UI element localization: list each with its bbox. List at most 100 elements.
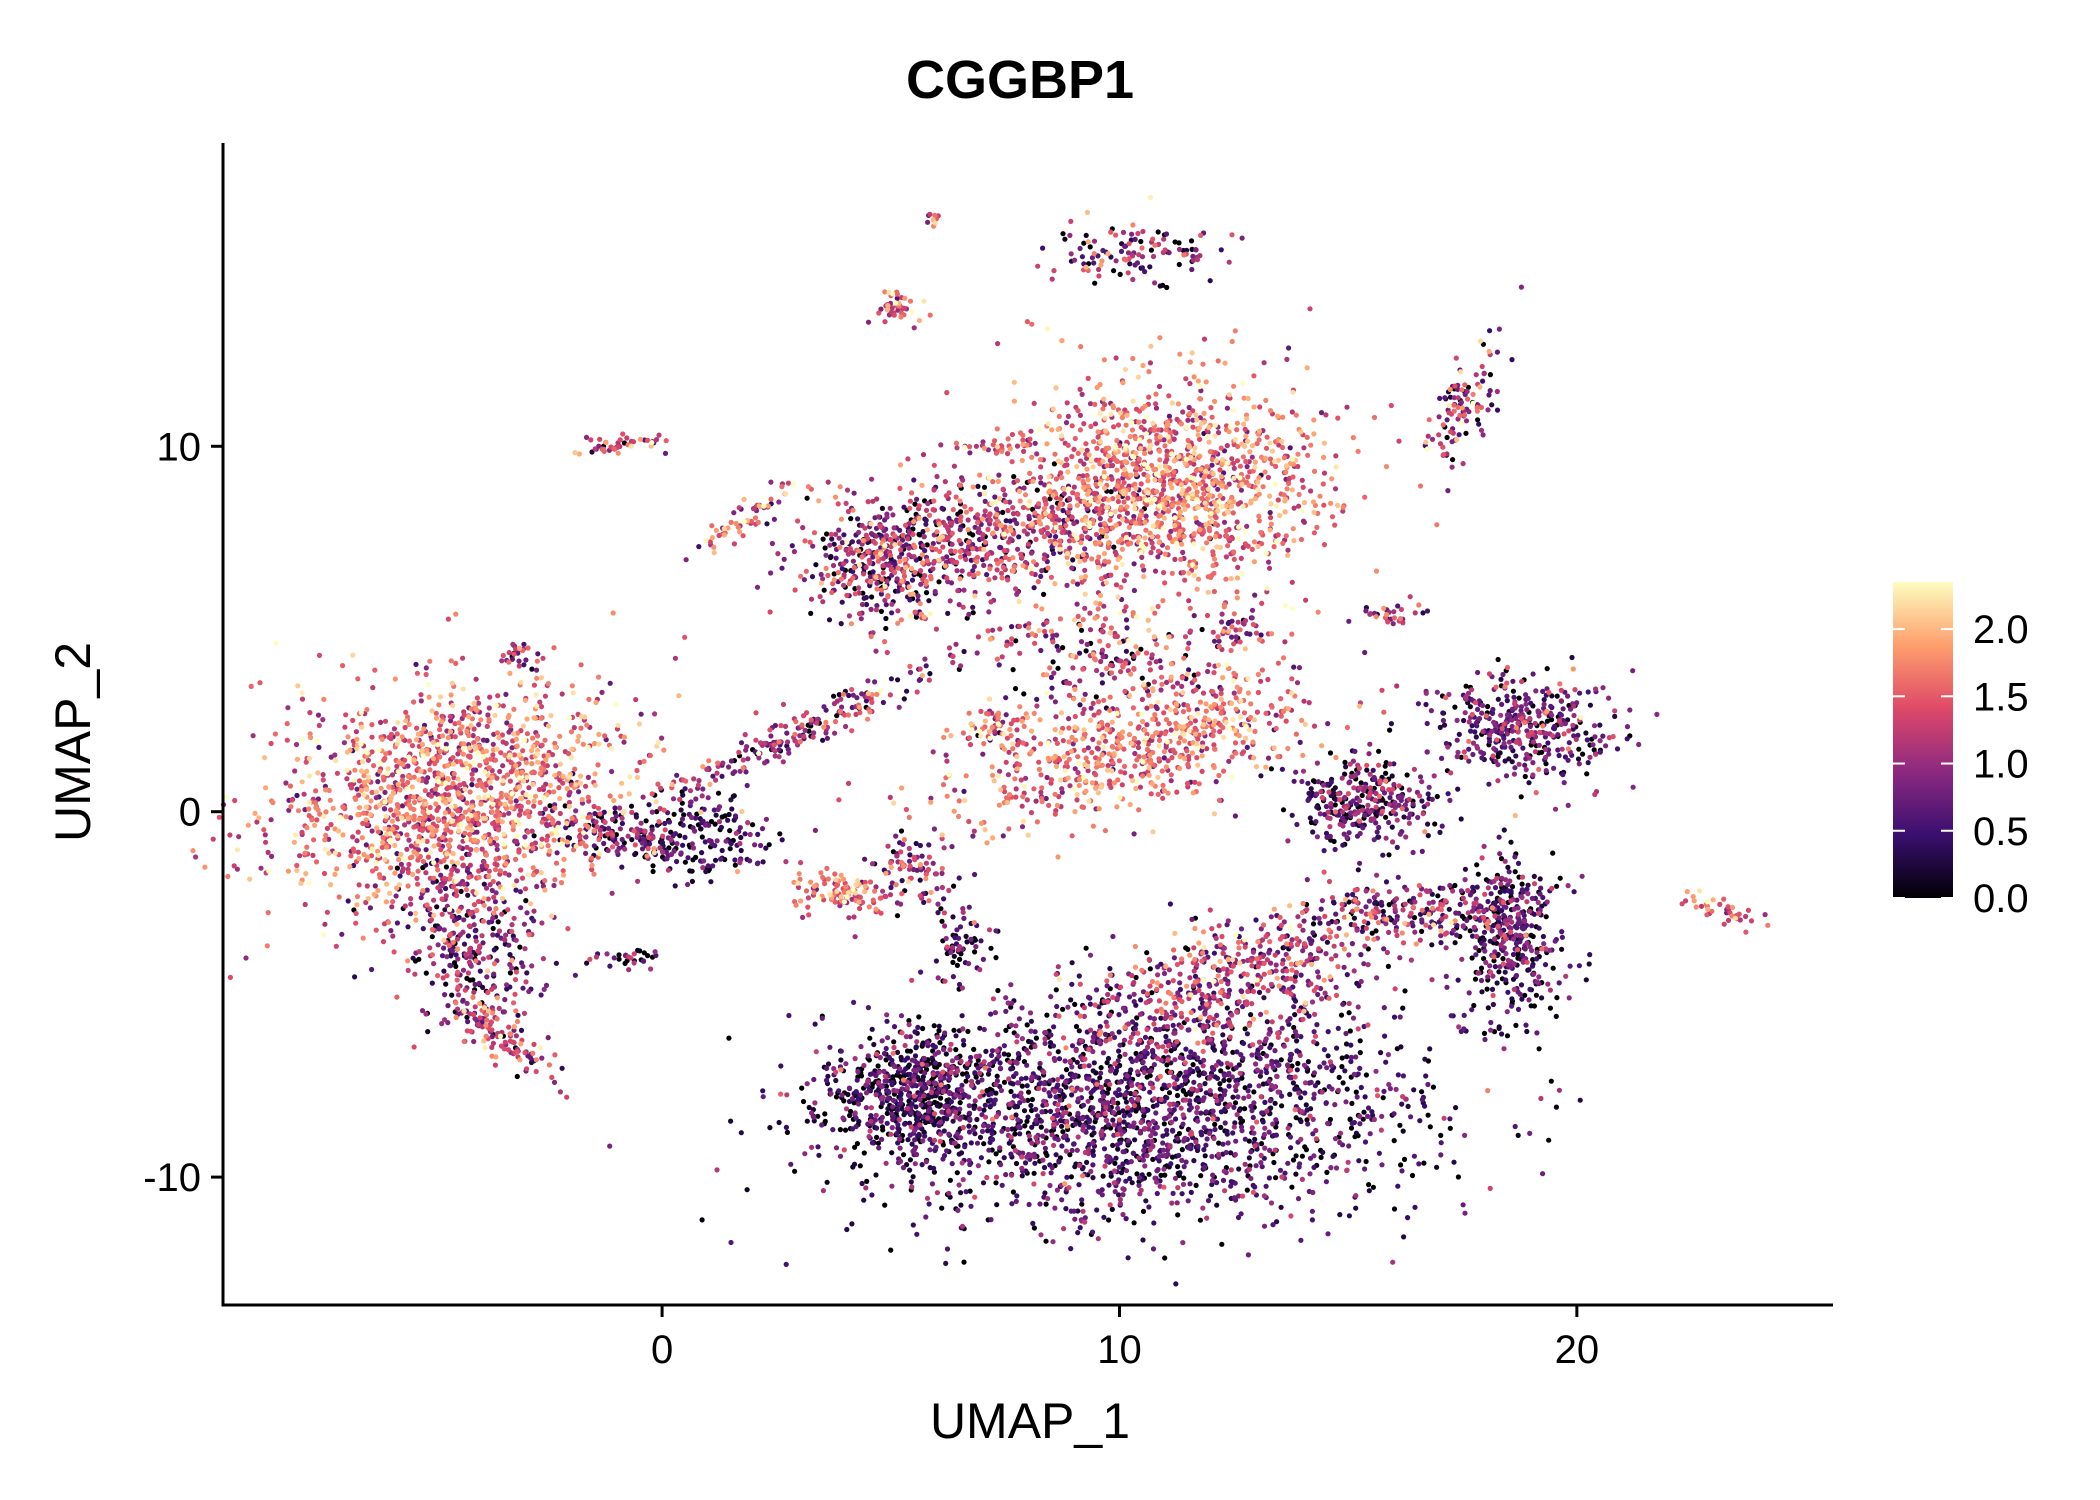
cell-point <box>1043 633 1049 639</box>
cell-point <box>1395 874 1401 880</box>
cell-point <box>938 906 944 912</box>
cell-point <box>1104 1090 1110 1096</box>
cell-point <box>789 543 795 549</box>
cell-point <box>1116 1048 1122 1054</box>
cell-point <box>1419 928 1425 935</box>
cell-point <box>1529 963 1536 969</box>
cell-point <box>1031 1225 1037 1231</box>
cell-point <box>1534 956 1540 962</box>
cell-point <box>1063 1067 1070 1073</box>
cell-point <box>885 1095 891 1102</box>
cell-point <box>1340 1080 1346 1086</box>
cell-point <box>1571 889 1577 895</box>
cell-point <box>1344 1086 1350 1092</box>
cell-point <box>1019 1173 1025 1179</box>
cell-point <box>1429 796 1435 803</box>
cell-point <box>977 1134 984 1140</box>
cell-point <box>901 1152 907 1158</box>
cell-point <box>1461 1026 1467 1032</box>
cell-point <box>1016 534 1022 540</box>
cell-point <box>1518 284 1524 290</box>
cell-point <box>823 1077 830 1083</box>
cell-point <box>1287 1091 1293 1097</box>
cell-point <box>1438 1152 1444 1158</box>
cell-point <box>1603 743 1609 749</box>
cell-point <box>1528 700 1534 706</box>
cell-point <box>1191 1158 1197 1164</box>
cell-point <box>811 1076 817 1083</box>
cell-point <box>1115 1105 1121 1111</box>
cell-point <box>1128 1159 1134 1165</box>
cell-point <box>1302 1144 1308 1150</box>
cell-point <box>1032 1160 1038 1166</box>
cell-point <box>1101 1146 1108 1152</box>
cell-point <box>1357 1050 1363 1056</box>
cell-point <box>822 1111 828 1117</box>
cell-point <box>1244 1031 1250 1037</box>
cell-point <box>1084 1159 1090 1165</box>
cell-point <box>1310 930 1316 936</box>
cell-point <box>1154 1124 1160 1130</box>
cell-point <box>1219 1241 1225 1247</box>
cell-point <box>1509 1003 1515 1009</box>
cell-point <box>1624 736 1630 742</box>
cell-point <box>956 1151 962 1157</box>
cell-point <box>1212 1121 1218 1127</box>
cell-point <box>1185 1198 1191 1204</box>
cell-point <box>1522 773 1528 780</box>
cell-point <box>1223 1149 1229 1156</box>
cell-point <box>731 793 737 799</box>
cell-point <box>1343 1041 1350 1047</box>
cell-point <box>1044 774 1050 781</box>
cell-point <box>1576 761 1582 767</box>
cell-point <box>954 927 960 933</box>
cell-point <box>1060 1092 1066 1098</box>
cell-point <box>970 532 976 538</box>
cell-point <box>1217 1081 1223 1087</box>
cell-point <box>1076 973 1082 979</box>
cell-point <box>1267 1026 1273 1032</box>
cell-point <box>507 970 513 976</box>
cell-point <box>1060 507 1066 514</box>
cell-point <box>1404 772 1410 778</box>
cell-point <box>1142 1034 1149 1040</box>
cell-point <box>966 1110 973 1116</box>
cell-point <box>1533 992 1539 998</box>
cell-point <box>1355 867 1361 873</box>
cell-point <box>1523 692 1529 698</box>
cell-point <box>1391 1206 1398 1212</box>
cell-point <box>1420 610 1426 616</box>
cell-point <box>1424 720 1430 727</box>
cell-point <box>639 840 645 846</box>
cell-point <box>1299 1153 1305 1159</box>
cell-point <box>1391 1138 1397 1144</box>
cell-point <box>1232 813 1238 819</box>
cell-point <box>839 566 845 572</box>
cell-point <box>783 1124 790 1130</box>
cell-point <box>1147 264 1153 270</box>
cell-point <box>902 1057 908 1063</box>
cell-point <box>1527 986 1533 993</box>
cell-point <box>836 692 842 698</box>
cell-point <box>1249 1052 1255 1058</box>
cell-point <box>1063 1084 1069 1090</box>
cell-point <box>1034 696 1040 703</box>
cell-point <box>1376 824 1382 831</box>
cell-point <box>632 851 638 858</box>
cell-point <box>1425 1112 1431 1118</box>
cell-point <box>1232 1180 1238 1186</box>
cell-point <box>946 1131 952 1137</box>
cell-point <box>1576 746 1582 752</box>
cell-point <box>1438 940 1444 946</box>
cell-point <box>1048 674 1054 681</box>
cell-point <box>1325 721 1331 727</box>
cell-point <box>869 1140 876 1146</box>
cell-point <box>1587 702 1593 708</box>
cell-point <box>1099 672 1105 678</box>
cell-point <box>1326 920 1332 927</box>
cell-point <box>1515 1132 1521 1138</box>
cell-point <box>1293 1153 1299 1159</box>
cell-point <box>1145 681 1151 687</box>
cell-point <box>1555 747 1561 753</box>
cell-point <box>1357 830 1363 837</box>
